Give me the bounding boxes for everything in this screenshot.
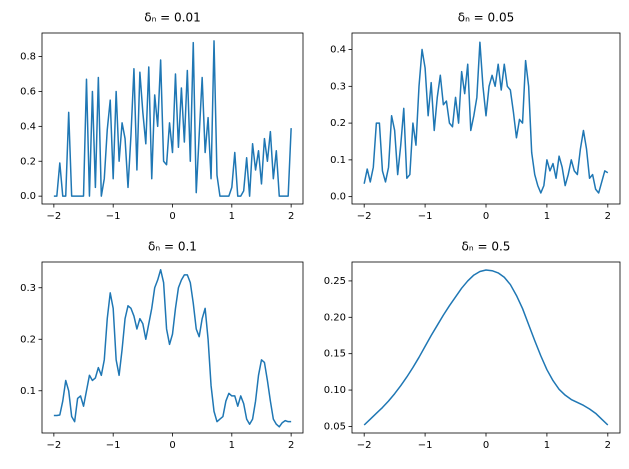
y-tick-label: 0.2 bbox=[20, 334, 36, 345]
x-tick-label: 2 bbox=[288, 440, 294, 451]
x-tick-label: −1 bbox=[106, 440, 121, 451]
x-tick-label: −2 bbox=[357, 211, 372, 222]
subplot-title: δₙ = 0.01 bbox=[144, 11, 201, 25]
x-tick-label: 1 bbox=[229, 211, 235, 222]
x-tick-label: −2 bbox=[357, 440, 372, 451]
y-tick-label: 0.6 bbox=[20, 86, 36, 97]
subplot-title: δₙ = 0.1 bbox=[148, 240, 197, 254]
y-tick-label: 0.2 bbox=[20, 156, 36, 167]
y-tick-label: 0.20 bbox=[324, 312, 346, 323]
x-tick-label: 2 bbox=[605, 211, 611, 222]
x-tick-label: 1 bbox=[544, 440, 550, 451]
y-tick-label: 0.1 bbox=[330, 155, 346, 166]
axes-frame bbox=[351, 261, 621, 434]
y-tick-label: 0.05 bbox=[324, 421, 346, 432]
data-line bbox=[363, 41, 609, 194]
x-tick-label: −2 bbox=[46, 211, 61, 222]
y-tick-label: 0.25 bbox=[324, 276, 346, 287]
x-tick-label: 1 bbox=[229, 440, 235, 451]
x-tick-label: −1 bbox=[106, 211, 121, 222]
y-tick-label: 0.4 bbox=[20, 121, 36, 132]
y-tick-label: 0.15 bbox=[324, 349, 346, 360]
y-tick-label: 0.3 bbox=[330, 81, 346, 92]
y-tick-label: 0.1 bbox=[20, 386, 36, 397]
data-line bbox=[363, 269, 609, 426]
subplot-title: δₙ = 0.05 bbox=[458, 11, 515, 25]
x-tick-label: 0 bbox=[483, 440, 489, 451]
axes-frame bbox=[41, 32, 304, 205]
y-tick-label: 0.2 bbox=[330, 118, 346, 129]
x-tick-label: 2 bbox=[288, 211, 294, 222]
data-line bbox=[53, 40, 292, 197]
x-tick-label: −1 bbox=[418, 211, 433, 222]
y-tick-label: 0.4 bbox=[330, 45, 346, 56]
y-tick-label: 0.10 bbox=[324, 385, 346, 396]
y-tick-label: 0.3 bbox=[20, 283, 36, 294]
y-tick-label: 0.0 bbox=[20, 191, 36, 202]
x-tick-label: 2 bbox=[605, 440, 611, 451]
x-tick-label: −2 bbox=[46, 440, 61, 451]
x-tick-label: 1 bbox=[544, 211, 550, 222]
y-tick-label: 0.8 bbox=[20, 52, 36, 63]
x-tick-label: 0 bbox=[169, 211, 175, 222]
data-line bbox=[53, 268, 292, 428]
x-tick-label: 0 bbox=[483, 211, 489, 222]
x-tick-label: 0 bbox=[169, 440, 175, 451]
x-tick-label: −1 bbox=[418, 440, 433, 451]
subplot-title: δₙ = 0.5 bbox=[462, 240, 511, 254]
axes-frame bbox=[41, 261, 304, 434]
y-tick-label: 0.0 bbox=[330, 192, 346, 203]
